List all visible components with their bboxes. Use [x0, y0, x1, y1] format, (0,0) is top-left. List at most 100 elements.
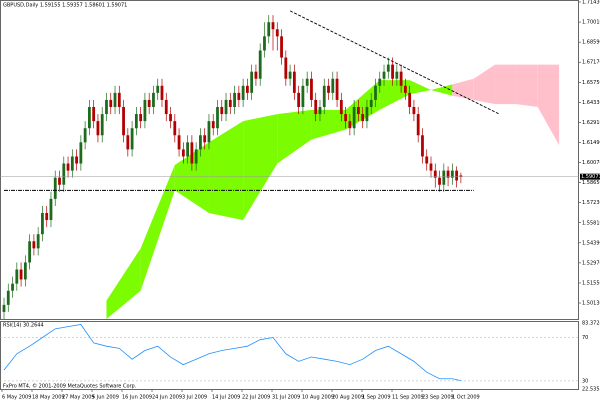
candle-body [216, 107, 219, 129]
rsi-line [3, 324, 461, 382]
x-tick-label: 22 Jul 2009 [242, 395, 270, 401]
candle-body [412, 107, 416, 115]
y-tick-label: 1.70010 [582, 20, 600, 26]
y-tick-label: 1.60070 [582, 160, 600, 166]
candle-body [408, 92, 412, 107]
candle-body [310, 78, 313, 100]
y-tick-label: 1.71430 [582, 0, 600, 5]
candle-body [70, 156, 74, 171]
candle-body [130, 128, 134, 150]
candle-body [199, 135, 202, 150]
candle-body [369, 99, 373, 107]
candle-body [233, 92, 236, 107]
candle-body [228, 99, 232, 107]
candle-body [6, 290, 10, 305]
candle-body [258, 50, 262, 79]
cloud-segment [431, 84, 453, 96]
rsi-tick-label: 70 [582, 335, 588, 341]
candle-body [348, 121, 352, 129]
cloud-segment [140, 164, 175, 291]
candle-body [429, 163, 433, 171]
candle-body [442, 170, 446, 185]
x-tick-label: 16 Jun 2009 [122, 395, 152, 401]
last-price-box [580, 173, 600, 180]
y-tick-label: 1.52970 [582, 260, 600, 266]
x-tick-label: 10 Aug 2009 [302, 395, 334, 401]
x-tick-label: 14 Jul 2009 [212, 395, 240, 401]
rsi-title: RSI(14) 30.2644 [3, 323, 44, 329]
cloud-segment [537, 64, 560, 146]
cloud-segment [516, 64, 538, 107]
candle-body [113, 92, 117, 107]
candle-body [190, 142, 194, 164]
candle-body [117, 92, 121, 107]
x-tick-label: 20 Aug 2009 [332, 395, 364, 401]
candle-body [164, 99, 168, 115]
candle-body [177, 135, 181, 150]
candle-body [134, 114, 138, 129]
candle-body [327, 85, 330, 93]
candle-body [109, 99, 113, 107]
candle-body [28, 241, 32, 263]
candle-body [66, 163, 70, 171]
candle-body [32, 241, 36, 249]
candle-body [41, 213, 44, 235]
candle-body [459, 175, 463, 177]
cloud-segment [409, 80, 431, 95]
candle-body [305, 78, 309, 86]
candle-body [207, 121, 211, 143]
candle-body [344, 114, 347, 122]
candle-body [241, 85, 245, 100]
candle-body [75, 156, 78, 164]
candle-body [335, 78, 339, 100]
candle-body [186, 142, 190, 157]
candle-body [403, 85, 407, 93]
candle-body [143, 99, 147, 122]
y-tick-label: 1.55810 [582, 220, 600, 226]
candle-body [100, 114, 104, 136]
y-tick-label: 1.62910 [582, 120, 600, 126]
trendline [289, 10, 500, 115]
candle-body [271, 22, 275, 30]
candle-body [399, 71, 403, 86]
candle-body [156, 85, 160, 93]
candle-body [382, 71, 386, 79]
last-price-label: 1.59071 [581, 174, 600, 180]
candle-body [416, 114, 420, 136]
candle-body [181, 149, 185, 157]
candle-body [203, 135, 207, 143]
candle-body [88, 107, 91, 129]
candle-body [224, 99, 228, 115]
candle-body [194, 149, 198, 164]
cloud-segment [452, 78, 474, 100]
y-tick-label: 1.68590 [582, 40, 600, 46]
candle-body [11, 283, 14, 291]
x-tick-label: 5 Jun 2009 [92, 395, 119, 401]
candle-body [173, 121, 177, 136]
candle-body [220, 107, 224, 115]
candle-body [122, 107, 125, 136]
candle-body [438, 177, 441, 185]
chart-title: GBPUSD,Daily 1.59155 1.59357 1.58601 1.5… [3, 3, 127, 9]
candle-body [395, 71, 399, 79]
candle-body [314, 99, 318, 115]
candle-body [267, 22, 271, 37]
rsi-tick-label: 30 [582, 378, 588, 384]
copyright: FxPro MT4, © 2001-2009 MetaQuotes Softwa… [3, 383, 137, 390]
candle-body [49, 198, 53, 221]
y-tick-label: 1.51550 [582, 280, 600, 286]
candle-body [79, 142, 83, 164]
candle-body [386, 64, 390, 72]
y-tick-label: 1.67170 [582, 60, 600, 66]
rsi-limit-label: 22.5353 [582, 387, 600, 393]
candle-body [19, 269, 23, 280]
x-tick-label: 1 Oct 2009 [452, 395, 480, 401]
candle-body [433, 170, 437, 178]
x-tick-label: 31 Jul 2009 [272, 395, 300, 401]
candle-body [357, 107, 360, 115]
candle-body [374, 85, 377, 100]
candle-body [160, 85, 164, 100]
candle-body [139, 114, 143, 122]
candle-body [421, 135, 424, 157]
candle-body [2, 304, 6, 312]
